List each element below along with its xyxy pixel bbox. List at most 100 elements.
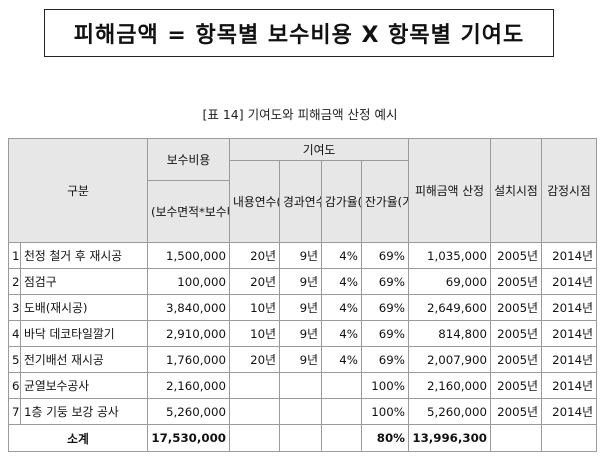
header-elapsed-years: 경과연수 [279, 160, 322, 243]
repair-cost-cell: 1,500,000 [147, 242, 230, 269]
total-empty-cell [321, 424, 362, 452]
item-name: 천정 철거 후 재시공 [20, 242, 148, 269]
damage-cell: 2,649,600 [408, 294, 491, 321]
install-time-cell: 2005년 [490, 372, 542, 399]
row-number: 3 [8, 294, 21, 321]
service-life-cell [229, 398, 280, 425]
row-number: 6 [8, 372, 21, 399]
damage-cell: 2,160,000 [408, 372, 491, 399]
residual-cell: 69% [361, 242, 409, 269]
elapsed-years-cell: 9년 [279, 294, 322, 321]
elapsed-years-cell: 9년 [279, 346, 322, 373]
damage-cell: 5,260,000 [408, 398, 491, 425]
repair-cost-cell: 2,160,000 [147, 372, 230, 399]
depreciation-cell: 4% [321, 320, 362, 347]
depreciation-cell: 4% [321, 268, 362, 295]
item-name: 균열보수공사 [20, 372, 148, 399]
elapsed-years-cell: 9년 [279, 242, 322, 269]
residual-cell: 69% [361, 346, 409, 373]
depreciation-cell [321, 398, 362, 425]
item-name: 도배(재시공) [20, 294, 148, 321]
header-service-life: 내용연수(항목별산정) [229, 160, 280, 243]
elapsed-years-cell [279, 372, 322, 399]
residual-cell: 69% [361, 294, 409, 321]
repair-cost-cell: 3,840,000 [147, 294, 230, 321]
formula-box: 피해금액 = 항목별 보수비용 X 항목별 기여도 [44, 9, 554, 57]
total-empty-cell [229, 424, 280, 452]
item-name: 전기배선 재시공 [20, 346, 148, 373]
repair-cost-cell: 100,000 [147, 268, 230, 295]
item-name: 바닥 데코타일깔기 [20, 320, 148, 347]
total-label: 소계 [8, 424, 148, 452]
total-cost: 17,530,000 [147, 424, 230, 452]
appraisal-time-cell: 2014년 [541, 346, 597, 373]
total-residual: 80% [361, 424, 409, 452]
elapsed-years-cell: 9년 [279, 268, 322, 295]
table-row: 5 전기배선 재시공 1,760,000 20년 9년 4% 69% 2,007,900 200… [8, 346, 597, 373]
header-install-time: 설치시점 [490, 138, 542, 243]
appraisal-time-cell: 2014년 [541, 372, 597, 399]
table-row: 7 1층 기둥 보강 공사 5,260,000 100% 5,260,000 2005년 2… [8, 398, 597, 425]
total-row: 소계 17,530,000 80% 13,996,300 [8, 424, 597, 452]
damage-table: 구분 보수비용 기여도 피해금액 산정 설치시점 감정시점 내용연수(항목별산정… [8, 138, 597, 452]
service-life-cell: 10년 [229, 294, 280, 321]
header-contribution: 기여도 [229, 138, 409, 161]
row-number: 2 [8, 268, 21, 295]
total-damage: 13,996,300 [408, 424, 491, 452]
total-empty-cell [279, 424, 322, 452]
appraisal-time-cell: 2014년 [541, 268, 597, 295]
install-time-cell: 2005년 [490, 320, 542, 347]
table-row: 3 도배(재시공) 3,840,000 10년 9년 4% 69% 2,649,600 2005… [8, 294, 597, 321]
service-life-cell [229, 372, 280, 399]
damage-cell: 814,800 [408, 320, 491, 347]
row-number: 4 [8, 320, 21, 347]
table-row: 2 점검구 100,000 20년 9년 4% 69% 69,000 2005년 2014년 [8, 268, 597, 295]
install-time-cell: 2005년 [490, 242, 542, 269]
row-number: 7 [8, 398, 21, 425]
damage-cell: 1,035,000 [408, 242, 491, 269]
install-time-cell: 2005년 [490, 268, 542, 295]
residual-cell: 100% [361, 398, 409, 425]
service-life-cell: 20년 [229, 346, 280, 373]
header-category: 구분 [8, 138, 148, 243]
table-row: 6 균열보수공사 2,160,000 100% 2,160,000 2005년 2014년 [8, 372, 597, 399]
table-row: 4 바닥 데코타일깔기 2,910,000 10년 9년 4% 69% 814,800 2005… [8, 320, 597, 347]
residual-cell: 69% [361, 320, 409, 347]
service-life-cell: 20년 [229, 242, 280, 269]
table-caption: [표 14] 기여도와 피해금액 산정 예시 [202, 107, 398, 122]
appraisal-time-cell: 2014년 [541, 398, 597, 425]
elapsed-years-cell: 9년 [279, 320, 322, 347]
row-number: 1 [8, 242, 21, 269]
damage-cell: 2,007,900 [408, 346, 491, 373]
table-row: 1 천정 철거 후 재시공 1,500,000 20년 9년 4% 69% 1,035,000… [8, 242, 597, 269]
depreciation-cell: 4% [321, 242, 362, 269]
total-empty-cell [541, 424, 597, 452]
header-repair-cost: 보수비용 [147, 138, 230, 181]
header-appraisal-time: 감정시점 [541, 138, 597, 243]
damage-cell: 69,000 [408, 268, 491, 295]
install-time-cell: 2005년 [490, 294, 542, 321]
service-life-cell: 20년 [229, 268, 280, 295]
header-depreciation: 감가율(정율) [321, 160, 362, 243]
install-time-cell: 2005년 [490, 346, 542, 373]
formula-text: 피해금액 = 항목별 보수비용 X 항목별 기여도 [73, 23, 525, 48]
depreciation-cell [321, 372, 362, 399]
total-empty-cell [490, 424, 542, 452]
appraisal-time-cell: 2014년 [541, 242, 597, 269]
depreciation-cell: 4% [321, 346, 362, 373]
row-number: 5 [8, 346, 21, 373]
item-name: 1층 기둥 보강 공사 [20, 398, 148, 425]
elapsed-years-cell [279, 398, 322, 425]
header-damage-calc: 피해금액 산정 [408, 138, 491, 243]
appraisal-time-cell: 2014년 [541, 320, 597, 347]
depreciation-cell: 4% [321, 294, 362, 321]
item-name: 점검구 [20, 268, 148, 295]
repair-cost-cell: 5,260,000 [147, 398, 230, 425]
repair-cost-cell: 2,910,000 [147, 320, 230, 347]
header-residual: 잔가율(기여도) [361, 160, 409, 243]
residual-cell: 100% [361, 372, 409, 399]
install-time-cell: 2005년 [490, 398, 542, 425]
repair-cost-cell: 1,760,000 [147, 346, 230, 373]
header-repair-cost-note: (보수면적*보수비단가) [147, 180, 230, 243]
residual-cell: 69% [361, 268, 409, 295]
